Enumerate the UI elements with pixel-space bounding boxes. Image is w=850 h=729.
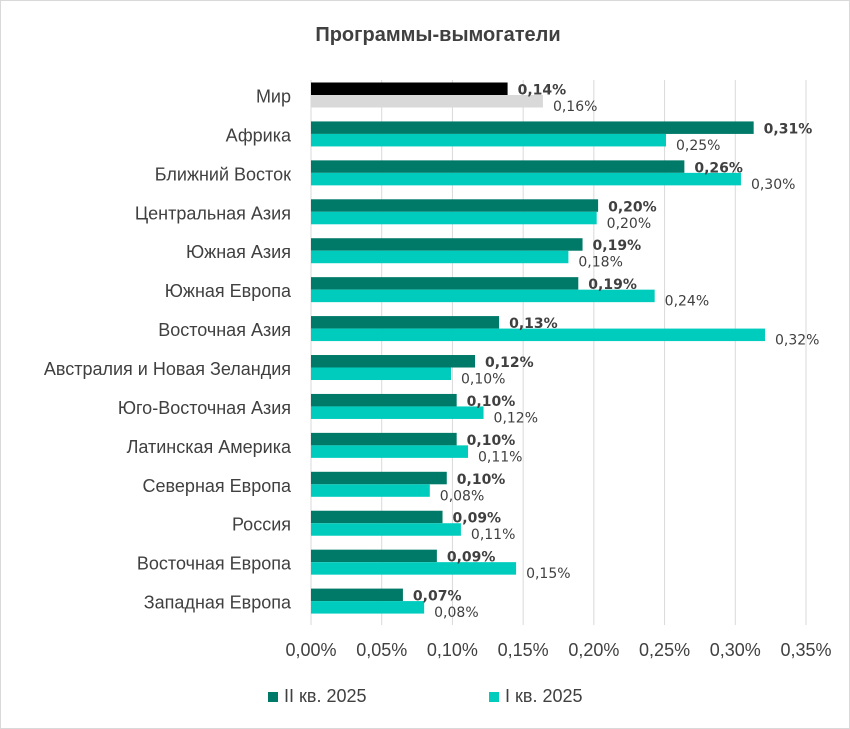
x-tick-label: 0,20%: [568, 640, 619, 660]
data-label-q2: 0,14%: [518, 83, 567, 99]
data-label-q2: 0,07%: [413, 589, 462, 605]
x-tick-label: 0,25%: [639, 640, 690, 660]
bar-q1-2025: [311, 523, 461, 536]
data-label-q2: 0,09%: [453, 511, 502, 527]
bar-q1-2025: [311, 289, 655, 303]
bar-q2-2025: [311, 432, 457, 446]
category-label: Северная Европа: [143, 476, 292, 496]
data-label-q1: 0,18%: [578, 255, 622, 271]
category-label: Восточная Азия: [158, 320, 291, 340]
data-label-q2: 0,10%: [457, 472, 506, 488]
category-label: Мир: [256, 87, 291, 107]
data-label-q1: 0,11%: [471, 527, 515, 543]
data-label-q2: 0,19%: [588, 277, 637, 293]
category-labels: Мир Африка Ближний Восток Центральная Азия Ю…: [44, 87, 292, 613]
category-label: Восточная Европа: [137, 554, 292, 574]
bar-q1-2025: [311, 445, 468, 458]
data-label-q2: 0,19%: [593, 238, 642, 254]
legend-label-q1: I кв. 2025: [505, 686, 583, 706]
bar-q1-2025: [311, 133, 666, 147]
bar-q2-2025: [311, 121, 754, 134]
legend-label-q2: II кв. 2025: [284, 686, 367, 706]
category-label: Африка: [226, 125, 292, 145]
data-label-q1: 0,30%: [751, 177, 795, 193]
legend-item-q1: I кв. 2025: [489, 686, 582, 707]
category-label: Австралия и Новая Зеландия: [44, 359, 291, 379]
bar-q2-2025: [311, 393, 457, 407]
bar-q2-2025: [311, 316, 500, 329]
bar-q1-2025: [311, 484, 430, 497]
x-tick-label: 0,10%: [427, 640, 478, 660]
data-label-q2: 0,10%: [467, 394, 516, 410]
bar-q1-2025: [311, 367, 452, 381]
bar-q2-2025: [311, 471, 447, 485]
bar-q2-2025: [311, 355, 476, 368]
x-tick-label: 0,30%: [710, 640, 761, 660]
data-label-q1: 0,20%: [607, 216, 651, 232]
category-label: Южная Европа: [165, 281, 292, 301]
category-label: Ближний Восток: [155, 164, 291, 184]
data-label-q2: 0,20%: [608, 199, 657, 215]
bar-q2-2025: [311, 82, 508, 95]
legend-swatch-q1: [489, 691, 499, 702]
data-label-q2: 0,12%: [485, 355, 534, 371]
bar-q2-2025: [311, 238, 583, 251]
data-label-q1: 0,08%: [434, 605, 478, 621]
category-label: Западная Европа: [144, 593, 292, 613]
bar-q2-2025: [311, 588, 403, 602]
x-tick-label: 0,35%: [780, 640, 831, 660]
x-tick-label: 0,05%: [356, 640, 407, 660]
bar-q2-2025: [311, 160, 685, 173]
bar-q1-2025: [311, 562, 517, 575]
x-tick-labels: 0,00% 0,05% 0,10% 0,15% 0,20% 0,25% 0,30% 0,35%: [285, 640, 831, 660]
bar-q2-2025: [311, 277, 579, 290]
category-label: Латинская Америка: [127, 437, 292, 457]
data-label-q2: 0,31%: [764, 121, 813, 137]
bar-q1-2025: [311, 172, 741, 186]
data-label-q1: 0,08%: [440, 488, 484, 504]
bar-q1-2025: [311, 211, 597, 225]
x-tick-label: 0,15%: [498, 640, 549, 660]
data-label-q1: 0,12%: [494, 410, 538, 426]
bar-q2-2025: [311, 549, 437, 563]
chart-title: Программы-вымогатели: [315, 24, 561, 46]
data-label-q1: 0,11%: [478, 449, 522, 465]
data-label-q1: 0,24%: [665, 294, 709, 310]
category-label: Центральная Азия: [135, 203, 291, 223]
data-label-q2: 0,26%: [694, 160, 743, 176]
bar-q2-2025: [311, 510, 443, 524]
legend-item-q2: II кв. 2025: [268, 686, 367, 707]
data-label-q1: 0,32%: [775, 333, 819, 349]
data-label-q1: 0,15%: [526, 566, 570, 582]
category-label: Россия: [232, 515, 291, 535]
x-tick-label: 0,00%: [285, 640, 336, 660]
data-label-q2: 0,13%: [509, 316, 558, 332]
data-label-q1: 0,25%: [676, 138, 720, 154]
data-label-q1: 0,10%: [461, 372, 505, 388]
bar-q1-2025: [311, 95, 543, 108]
bar-q2-2025: [311, 199, 599, 212]
category-label: Юго-Восточная Азия: [118, 398, 291, 418]
data-label-q1: 0,16%: [553, 99, 597, 115]
data-labels: 0,14%0,16% 0,31% 0,25% 0,26% 0,30% 0,20%0,20%…: [413, 83, 820, 622]
legend-swatch-q2: [268, 691, 278, 702]
bar-q1-2025: [311, 406, 484, 419]
bars: [311, 82, 765, 614]
bar-q1-2025: [311, 250, 569, 264]
data-label-q2: 0,10%: [467, 433, 516, 449]
bar-q1-2025: [311, 601, 425, 614]
bar-q1-2025: [311, 328, 765, 342]
category-label: Южная Азия: [186, 242, 291, 262]
data-label-q2: 0,09%: [447, 550, 496, 566]
